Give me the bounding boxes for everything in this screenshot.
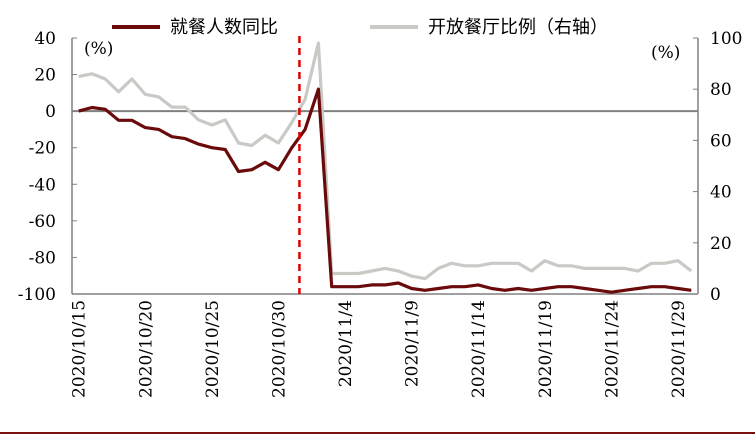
- left-tick-label: 40: [34, 29, 56, 49]
- axes: 40 20 0 -20 -40 -60 -80 -100 100 80 60 40 20 0: [18, 29, 743, 305]
- x-tick-label: 2020/10/15: [70, 300, 90, 398]
- x-tick-label: 2020/11/29: [669, 300, 689, 398]
- left-tick-label: -100: [18, 285, 56, 305]
- left-axis-unit: (%): [84, 39, 113, 59]
- series-line-open-ratio: [78, 41, 693, 281]
- legend-label-dining: 就餐人数同比: [170, 17, 278, 38]
- right-axis-unit: (%): [651, 43, 680, 63]
- x-tick-label: 2020/11/14: [469, 300, 489, 398]
- left-tick-label: -40: [29, 175, 56, 195]
- right-tick-label: 80: [710, 80, 732, 100]
- left-tick-label: 20: [34, 66, 56, 86]
- right-tick-label: 100: [710, 29, 742, 49]
- x-tick-label: 2020/10/25: [203, 300, 223, 398]
- legend: 就餐人数同比 开放餐厅比例（右轴）: [112, 17, 608, 38]
- x-tick-label: 2020/11/4: [336, 300, 356, 387]
- x-tick-label: 2020/10/20: [136, 300, 156, 398]
- right-tick-label: 20: [710, 234, 732, 254]
- left-tick-label: -60: [29, 212, 56, 232]
- x-tick-label: 2020/10/30: [269, 300, 289, 398]
- x-tick-label: 2020/11/9: [403, 300, 423, 387]
- left-tick-label: 0: [45, 102, 56, 122]
- left-tick-label: -80: [29, 248, 56, 268]
- x-tick-labels: 2020/10/15 2020/10/20 2020/10/25 2020/10/30…: [70, 300, 689, 398]
- x-tick-label: 2020/11/19: [536, 300, 556, 398]
- x-tick-label: 2020/11/24: [602, 300, 622, 398]
- left-tick-label: -20: [29, 139, 56, 159]
- series-lines: [78, 36, 693, 294]
- right-tick-label: 0: [710, 285, 721, 305]
- right-tick-label: 40: [710, 183, 732, 203]
- legend-label-open-ratio: 开放餐厅比例（右轴）: [428, 17, 608, 38]
- series-line-dining: [78, 87, 692, 294]
- right-tick-label: 60: [710, 131, 732, 151]
